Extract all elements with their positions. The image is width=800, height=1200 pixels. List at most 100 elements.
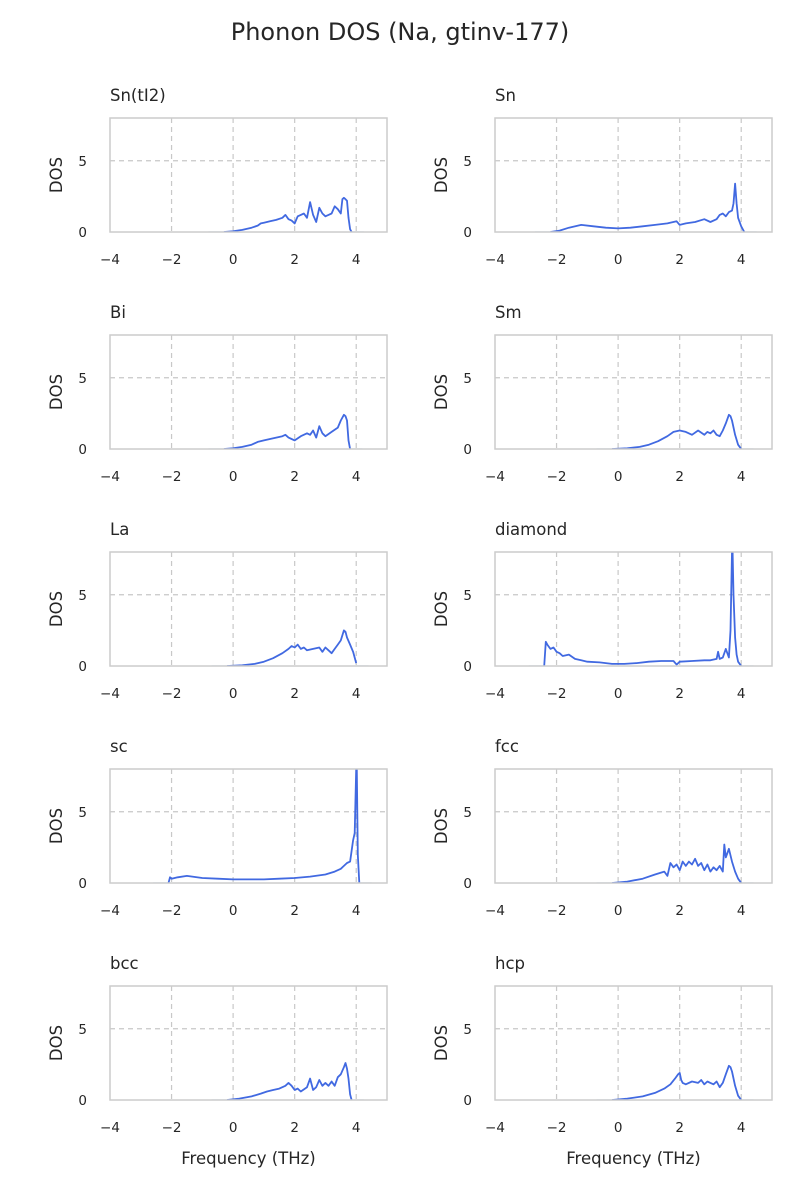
x-axis-label: Frequency (THz) [566, 1149, 701, 1168]
y-axis-label: DOS [432, 591, 451, 627]
x-tick-label: −2 [162, 252, 182, 268]
x-tick-label: 2 [675, 1120, 684, 1136]
y-axis-label: DOS [47, 591, 66, 627]
subplot-title: Bi [110, 303, 126, 322]
x-tick-label: −2 [162, 469, 182, 485]
subplot-0: −4 −2 0 2 4 0 5 Sn(tI2) DOS [47, 86, 388, 268]
x-tick-label: 0 [229, 686, 238, 702]
y-tick-label: 5 [463, 1022, 472, 1038]
x-tick-label: 0 [614, 469, 623, 485]
x-tick-label: −4 [485, 252, 505, 268]
x-tick-label: 0 [229, 903, 238, 919]
x-tick-label: −4 [100, 252, 120, 268]
series-line [611, 843, 742, 883]
y-tick-label: 0 [78, 659, 87, 675]
y-tick-label: 0 [463, 876, 472, 892]
y-tick-label: 0 [463, 225, 472, 241]
x-tick-label: 4 [737, 903, 746, 919]
x-tick-label: −4 [485, 686, 505, 702]
x-tick-label: 2 [290, 686, 299, 702]
x-tick-label: 2 [675, 469, 684, 485]
series-line [611, 1064, 742, 1100]
x-tick-label: −2 [547, 252, 567, 268]
y-tick-label: 5 [78, 154, 87, 170]
axes-frame [494, 985, 773, 1101]
y-tick-label: 5 [463, 371, 472, 387]
subplot-title: diamond [495, 520, 567, 539]
y-tick-label: 0 [78, 225, 87, 241]
series-line [550, 182, 746, 232]
subplot-7: −4 −2 0 2 4 0 5 fcc DOS [432, 737, 773, 919]
series-line [611, 413, 742, 449]
subplot-title: fcc [495, 737, 519, 756]
y-tick-label: 5 [463, 805, 472, 821]
y-axis-label: DOS [432, 374, 451, 410]
x-tick-label: 0 [614, 1120, 623, 1136]
x-tick-label: −4 [485, 469, 505, 485]
axes-frame [109, 334, 388, 450]
x-tick-label: −2 [162, 686, 182, 702]
subplot-5: −4 −2 0 2 4 0 5 diamond DOS [432, 520, 773, 702]
x-tick-label: −2 [547, 1120, 567, 1136]
series-line [226, 629, 358, 666]
subplot-3: −4 −2 0 2 4 0 5 Sm DOS [432, 303, 773, 485]
x-tick-label: −4 [100, 903, 120, 919]
y-tick-label: 0 [78, 876, 87, 892]
x-tick-label: 2 [675, 252, 684, 268]
y-tick-label: 5 [78, 371, 87, 387]
subplot-4: −4 −2 0 2 4 0 5 La DOS [47, 520, 388, 702]
subplot-6: −4 −2 0 2 4 0 5 sc DOS [47, 737, 388, 919]
subplot-title: La [110, 520, 129, 539]
subplot-title: hcp [495, 954, 525, 973]
x-tick-label: 0 [614, 903, 623, 919]
axes-frame [109, 551, 388, 667]
x-tick-label: 2 [290, 903, 299, 919]
x-tick-label: −2 [547, 903, 567, 919]
x-tick-label: 4 [352, 903, 361, 919]
y-tick-label: 5 [463, 588, 472, 604]
x-tick-label: 4 [352, 252, 361, 268]
y-tick-label: 0 [463, 1093, 472, 1109]
x-tick-label: −4 [485, 1120, 505, 1136]
subplot-9: −4 −2 0 2 4 0 5 hcp DOS Frequency (THz) [432, 954, 773, 1168]
axes-frame [494, 334, 773, 450]
y-tick-label: 0 [78, 442, 87, 458]
y-tick-label: 0 [463, 442, 472, 458]
x-tick-label: 2 [675, 686, 684, 702]
y-tick-label: 5 [78, 588, 87, 604]
y-axis-label: DOS [432, 1025, 451, 1061]
x-tick-label: 2 [290, 252, 299, 268]
y-tick-label: 5 [78, 1022, 87, 1038]
axes-frame [494, 551, 773, 667]
axes-frame [109, 985, 388, 1101]
x-tick-label: −2 [162, 903, 182, 919]
subplot-title: Sn(tI2) [110, 86, 166, 105]
x-tick-label: −4 [100, 686, 120, 702]
series-line [543, 552, 742, 666]
y-axis-label: DOS [432, 808, 451, 844]
x-tick-label: −4 [100, 469, 120, 485]
x-tick-label: 2 [290, 1120, 299, 1136]
y-tick-label: 5 [78, 805, 87, 821]
x-tick-label: 0 [229, 252, 238, 268]
x-tick-label: 4 [737, 686, 746, 702]
axes-frame [494, 768, 773, 884]
axes-frame [109, 768, 388, 884]
x-tick-label: 0 [229, 469, 238, 485]
subplot-2: −4 −2 0 2 4 0 5 Bi DOS [47, 303, 388, 485]
subplot-title: Sm [495, 303, 522, 322]
x-tick-label: 4 [352, 469, 361, 485]
series-line [223, 196, 353, 232]
x-tick-label: −4 [100, 1120, 120, 1136]
x-tick-label: −4 [485, 903, 505, 919]
axes-frame [494, 117, 773, 233]
y-axis-label: DOS [47, 157, 66, 193]
subplot-1: −4 −2 0 2 4 0 5 Sn DOS [432, 86, 773, 268]
x-tick-label: 4 [737, 252, 746, 268]
x-tick-label: −2 [162, 1120, 182, 1136]
y-tick-label: 0 [78, 1093, 87, 1109]
x-tick-label: −2 [547, 469, 567, 485]
x-tick-label: 4 [737, 1120, 746, 1136]
